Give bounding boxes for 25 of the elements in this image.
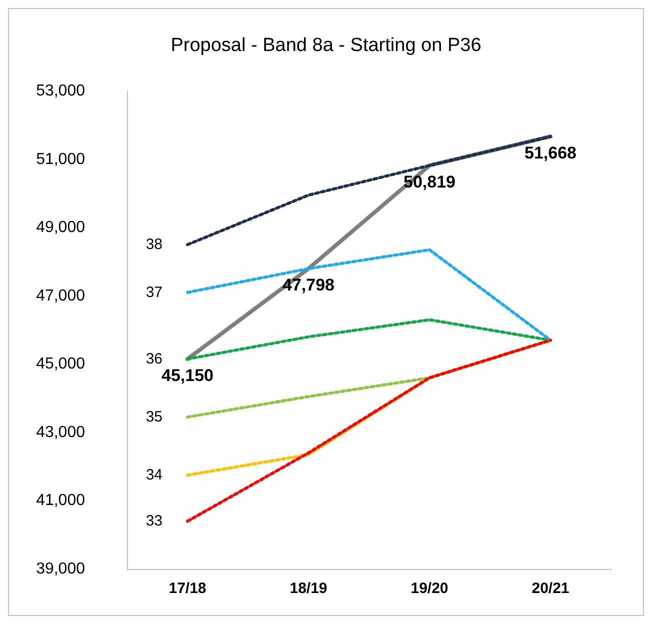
y-tick-label: 53,000 <box>36 82 86 100</box>
y-tick-label: 51,000 <box>36 150 86 168</box>
data-label: 47,798 <box>282 276 334 295</box>
y-tick-label: 49,000 <box>36 219 86 236</box>
data-label: 45,150 <box>162 366 214 386</box>
series-label: 35 <box>146 408 162 426</box>
series-label: 33 <box>146 512 162 530</box>
y-tick-label: 43,000 <box>36 424 86 441</box>
chart-title: Proposal - Band 8a - Starting on P36 <box>170 35 482 56</box>
series-label: 37 <box>146 284 162 301</box>
y-tick-label: 45,000 <box>36 356 86 373</box>
x-tick-label: 17/18 <box>168 580 206 597</box>
y-tick-label: 39,000 <box>36 560 86 578</box>
x-tick-label: 18/19 <box>290 580 328 597</box>
data-label: 50,819 <box>404 172 456 192</box>
data-label: 51,668 <box>524 143 576 162</box>
x-tick-label: 19/20 <box>410 580 448 597</box>
y-tick-label: 41,000 <box>36 492 86 510</box>
line-series <box>186 318 552 361</box>
line-series <box>186 248 552 342</box>
y-tick-label: 47,000 <box>36 287 86 304</box>
series-label: 38 <box>146 236 162 254</box>
series-label: 36 <box>146 350 162 368</box>
x-tick-label: 20/21 <box>532 580 570 597</box>
series-label: 34 <box>146 466 162 484</box>
